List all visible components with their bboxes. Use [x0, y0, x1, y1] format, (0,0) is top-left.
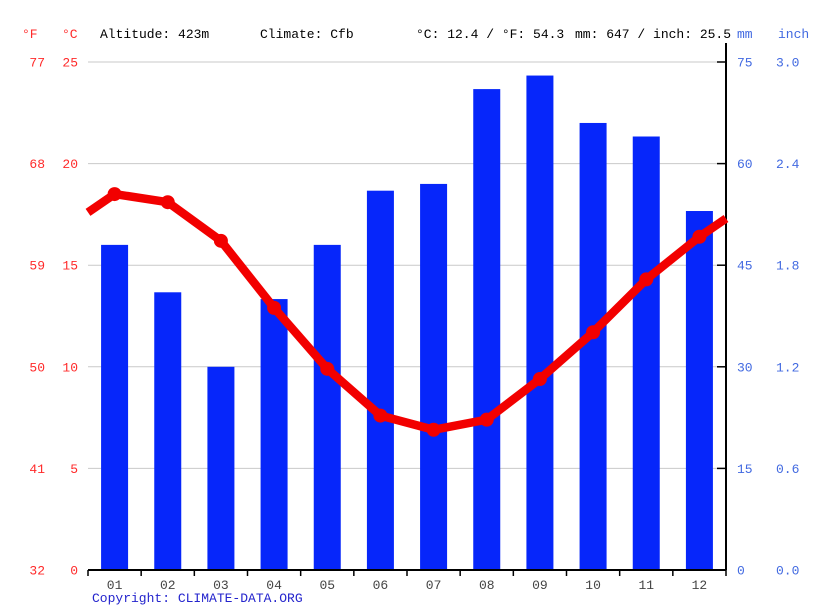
x-axis-label-month: 10	[585, 578, 601, 593]
temperature-point-03	[213, 233, 228, 248]
x-axis-label-month: 05	[319, 578, 335, 593]
y-axis-label-fahrenheit: 41	[29, 462, 45, 477]
y-axis-label-celsius: 15	[62, 259, 78, 274]
temperature-point-09	[532, 371, 547, 386]
annual-precipitation-summary: mm: 647 / inch: 25.5	[575, 27, 732, 42]
y-axis-label-celsius: 5	[70, 462, 78, 477]
y-axis-label-mm: 30	[737, 360, 753, 375]
temperature-point-01	[107, 187, 122, 202]
x-axis-label-month: 06	[373, 578, 389, 593]
mm-unit-label: mm	[737, 27, 753, 42]
y-axis-label-mm: 45	[737, 259, 753, 274]
y-axis-label-celsius: 25	[62, 56, 78, 71]
y-axis-label-inch: 3.0	[776, 56, 799, 71]
precipitation-bar-08	[473, 89, 501, 571]
x-axis-label-month: 03	[213, 578, 229, 593]
temperature-point-10	[586, 325, 601, 340]
precipitation-bar-11	[632, 136, 660, 571]
y-axis-label-celsius: 20	[62, 157, 78, 172]
y-axis-label-inch: 0.6	[776, 462, 799, 477]
celsius-unit-label: °C	[62, 27, 78, 42]
y-axis-label-inch: 2.4	[776, 157, 800, 172]
precipitation-bar-05	[313, 244, 341, 570]
y-axis-label-inch: 0.0	[776, 564, 799, 579]
x-axis-label-month: 08	[479, 578, 495, 593]
precipitation-bar-04	[260, 299, 288, 570]
temperature-point-08	[479, 412, 494, 427]
y-axis-label-inch: 1.8	[776, 259, 799, 274]
temperature-point-05	[320, 361, 335, 376]
y-axis-label-fahrenheit: 32	[29, 564, 45, 579]
precipitation-bar-07	[420, 183, 448, 571]
y-axis-label-mm: 60	[737, 157, 753, 172]
copyright-link[interactable]: Copyright: CLIMATE-DATA.ORG	[92, 591, 303, 606]
y-axis-label-fahrenheit: 50	[29, 360, 45, 375]
precipitation-bar-06	[366, 190, 394, 570]
temperature-point-02	[160, 195, 175, 210]
y-axis-label-fahrenheit: 68	[29, 157, 45, 172]
annual-temperature-summary: °C: 12.4 / °F: 54.3	[416, 27, 565, 42]
precipitation-bar-01	[101, 244, 129, 570]
y-axis-label-fahrenheit: 77	[29, 56, 45, 71]
altitude-label: Altitude: 423m	[100, 27, 210, 42]
climate-class-label: Climate: Cfb	[260, 27, 354, 42]
inch-unit-label: inch	[778, 27, 810, 42]
temperature-point-06	[373, 408, 388, 423]
y-axis-label-celsius: 0	[70, 564, 78, 579]
y-axis-label-mm: 75	[737, 56, 753, 71]
y-axis-label-inch: 1.2	[776, 360, 799, 375]
temperature-line	[85, 189, 729, 435]
y-axis-label-celsius: 10	[62, 360, 78, 375]
x-axis-label-month: 09	[532, 578, 548, 593]
x-axis-label-month: 01	[107, 578, 123, 593]
fahrenheit-unit-label: °F	[22, 27, 38, 42]
x-axis-label-month: 12	[692, 578, 708, 593]
temperature-point-12	[692, 229, 707, 244]
precipitation-bar-02	[154, 292, 182, 570]
temperature-point-07	[426, 422, 441, 437]
precipitation-bar-12	[685, 211, 713, 570]
x-axis-label-month: 11	[638, 578, 654, 593]
temperature-point-04	[267, 300, 282, 315]
y-axis-label-mm: 0	[737, 564, 745, 579]
x-axis-label-month: 04	[266, 578, 282, 593]
precipitation-bar-03	[207, 366, 235, 570]
x-axis-label-month: 07	[426, 578, 442, 593]
temperature-point-11	[639, 272, 654, 287]
y-axis-label-fahrenheit: 59	[29, 259, 45, 274]
precipitation-bar-09	[526, 75, 554, 571]
precipitation-bar-10	[579, 122, 607, 571]
y-axis-label-mm: 15	[737, 462, 753, 477]
x-axis-label-month: 02	[160, 578, 176, 593]
